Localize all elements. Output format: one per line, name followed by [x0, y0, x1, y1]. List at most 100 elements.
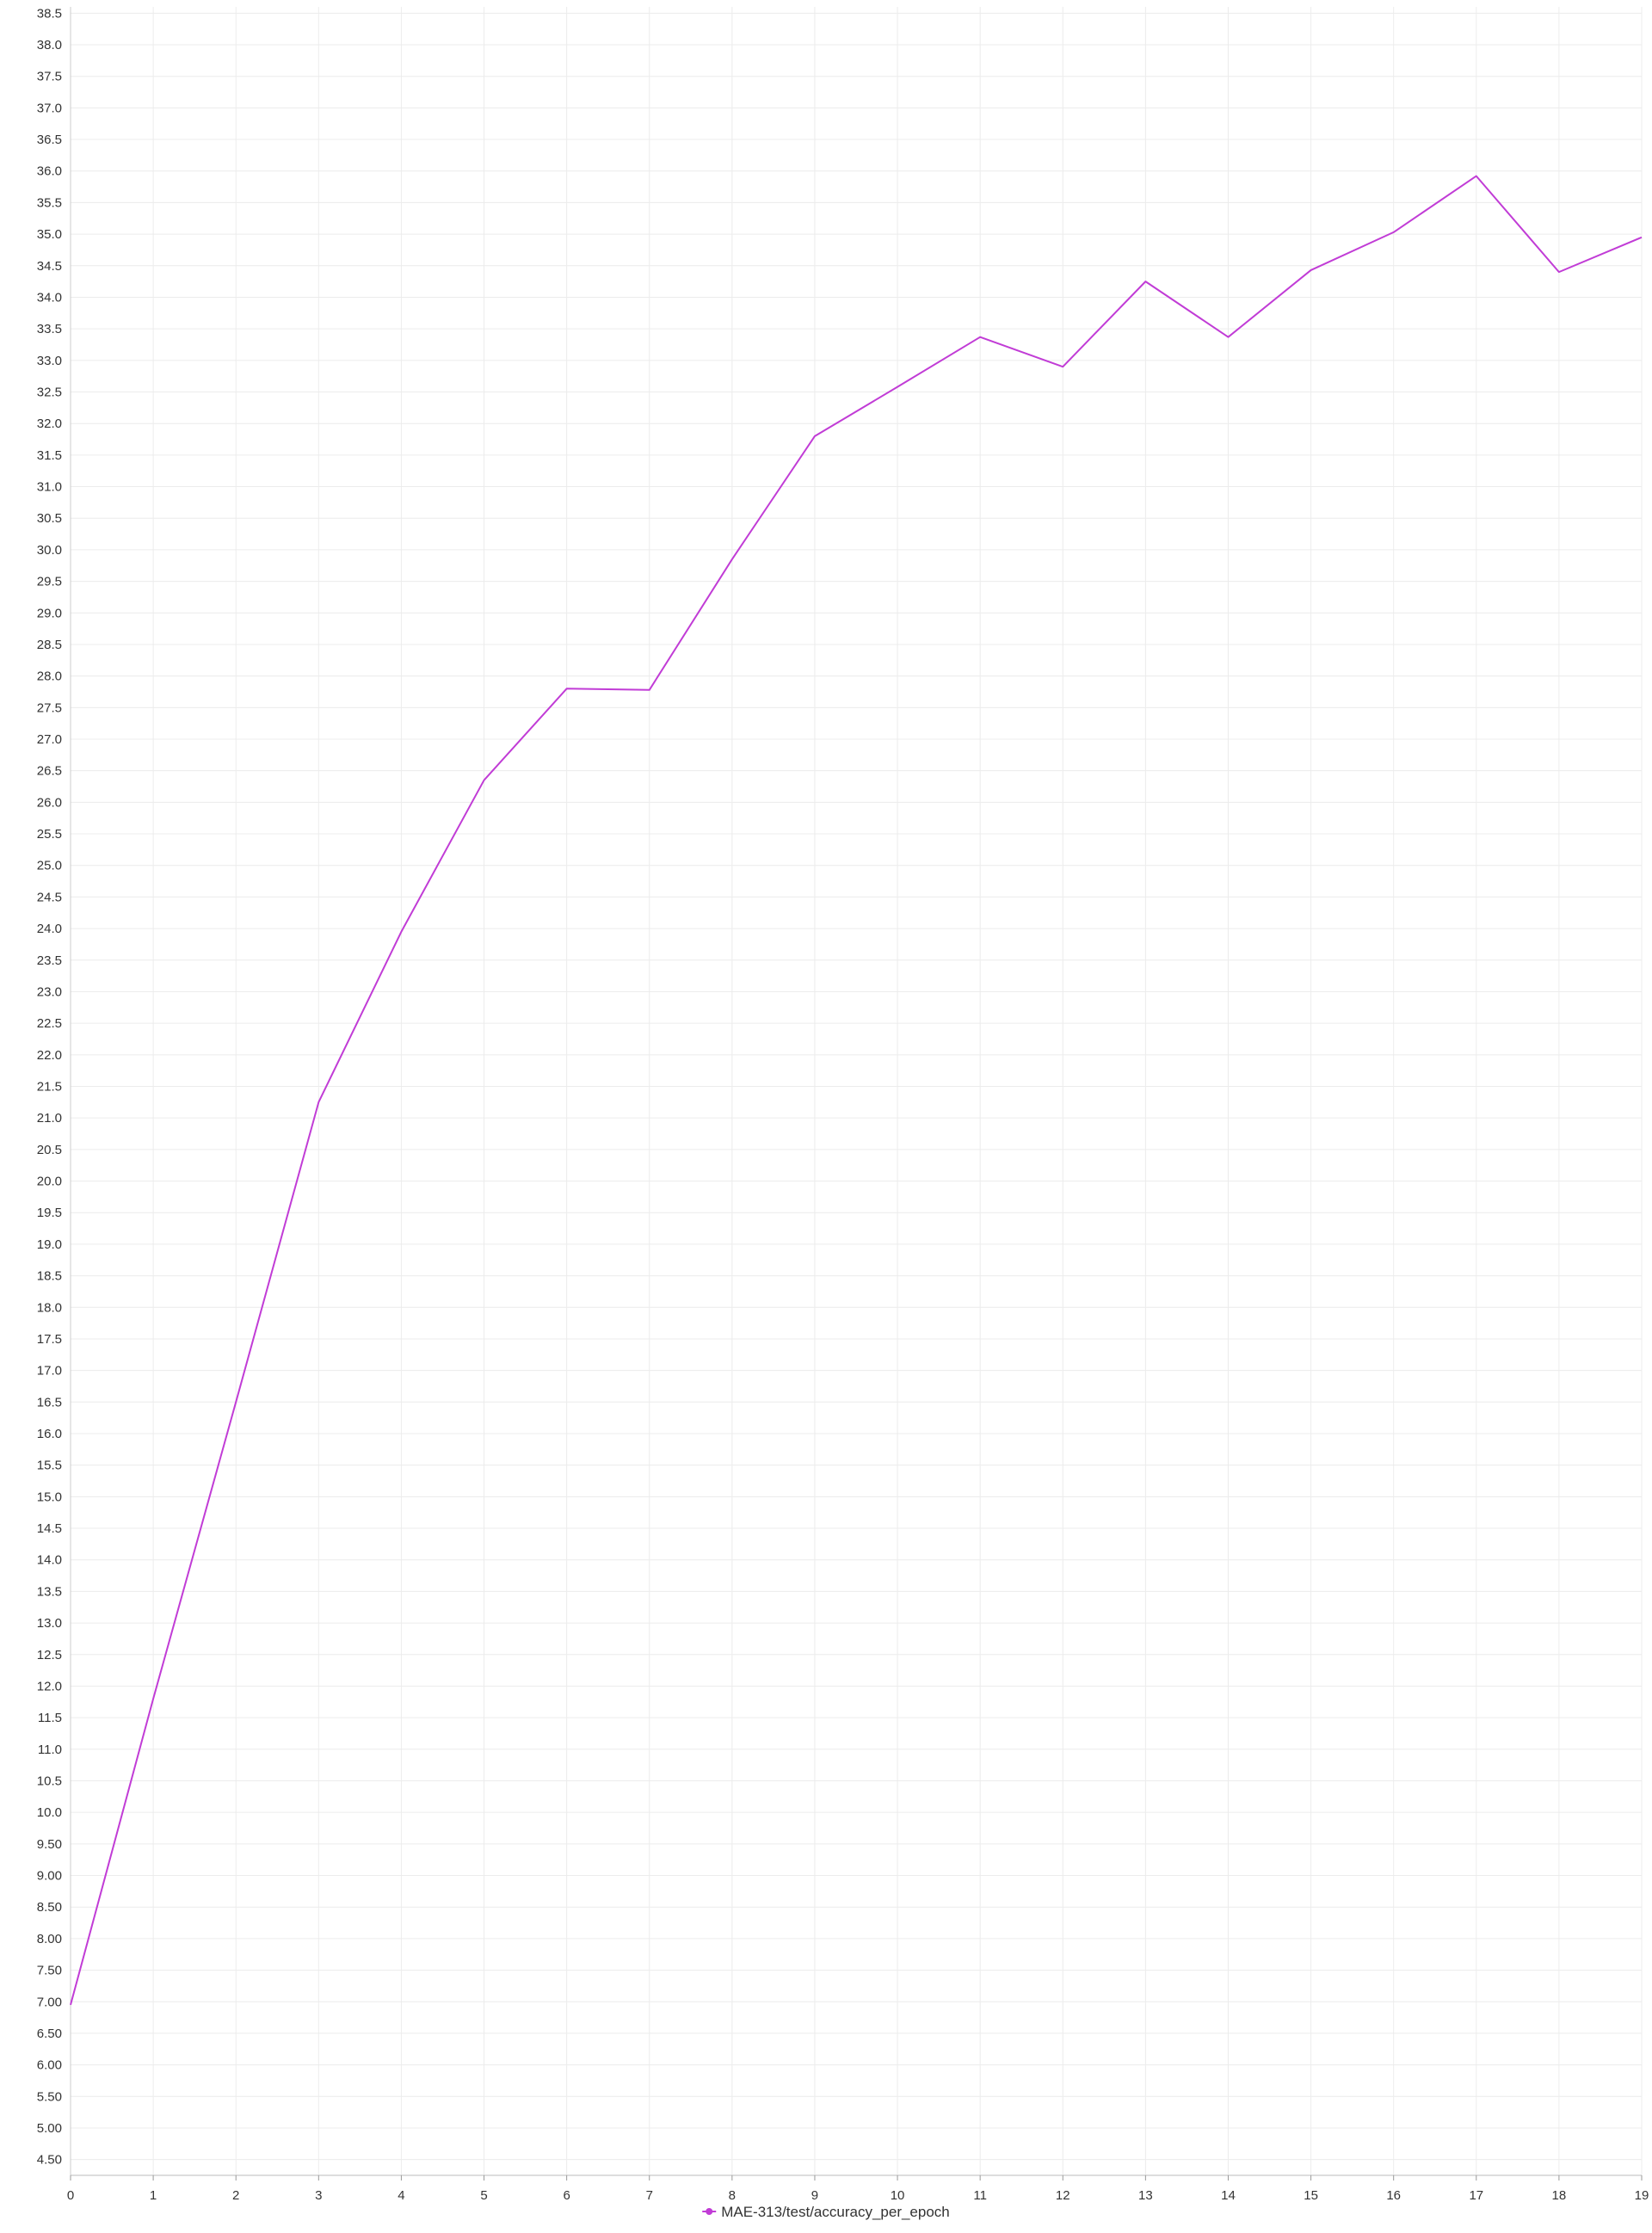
legend-marker-dot	[706, 2208, 713, 2215]
y-tick-label: 32.0	[37, 416, 62, 431]
x-tick-label: 17	[1469, 2188, 1483, 2203]
y-tick-label: 38.5	[37, 6, 62, 21]
series-line	[70, 175, 1643, 2006]
x-tick-label: 16	[1386, 2188, 1401, 2203]
y-tick-label: 30.5	[37, 511, 62, 526]
y-tick-label: 32.5	[37, 386, 62, 400]
y-tick-label: 9.00	[37, 1869, 62, 1884]
y-tick-label: 21.0	[37, 1111, 62, 1126]
x-tick-label: 19	[1635, 2188, 1649, 2203]
y-tick-label: 38.0	[37, 38, 62, 52]
y-tick-label: 27.5	[37, 700, 62, 715]
x-axis-ticks: 0 1 2 3 4 5 6 7 8 9 10 11 12 13 14 15 16 17 18 19	[67, 2175, 1649, 2203]
y-tick-label: 23.0	[37, 984, 62, 999]
y-tick-label: 22.5	[37, 1016, 62, 1031]
y-tick-label: 17.0	[37, 1364, 62, 1379]
y-tick-label: 30.0	[37, 543, 62, 558]
x-tick-label: 12	[1056, 2188, 1070, 2203]
y-tick-label: 26.0	[37, 795, 62, 810]
y-tick-label: 33.5	[37, 322, 62, 336]
y-tick-label: 35.5	[37, 195, 62, 210]
y-tick-label: 28.5	[37, 638, 62, 652]
y-tick-label: 37.5	[37, 70, 62, 84]
x-tick-label: 5	[480, 2188, 487, 2203]
x-tick-label: 0	[67, 2188, 74, 2203]
y-tick-label: 9.50	[37, 1837, 62, 1852]
x-tick-label: 18	[1552, 2188, 1567, 2203]
y-tick-label: 19.0	[37, 1237, 62, 1252]
y-tick-label: 29.0	[37, 606, 62, 620]
y-tick-label: 18.0	[37, 1300, 62, 1315]
x-tick-label: 7	[646, 2188, 653, 2203]
y-tick-label: 20.0	[37, 1175, 62, 1189]
y-tick-label: 8.00	[37, 1932, 62, 1946]
y-tick-label: 13.5	[37, 1584, 62, 1599]
x-tick-label: 15	[1304, 2188, 1318, 2203]
x-tick-label: 3	[315, 2188, 322, 2203]
x-tick-label: 13	[1138, 2188, 1153, 2203]
series-lines	[70, 175, 1643, 2006]
y-tick-label: 10.0	[37, 1805, 62, 1820]
y-tick-label: 35.0	[37, 227, 62, 242]
y-tick-label: 6.00	[37, 2058, 62, 2073]
axes	[70, 7, 1642, 2176]
y-tick-label: 10.5	[37, 1773, 62, 1788]
y-tick-label: 31.0	[37, 480, 62, 495]
y-tick-label: 26.5	[37, 764, 62, 779]
y-tick-label: 34.0	[37, 290, 62, 305]
y-tick-label: 36.5	[37, 133, 62, 147]
y-tick-label: 31.5	[37, 448, 62, 463]
y-tick-label: 11.0	[38, 1743, 62, 1757]
y-tick-label: 33.0	[37, 354, 62, 368]
x-tick-label: 6	[563, 2188, 570, 2203]
x-tick-label: 9	[811, 2188, 818, 2203]
x-tick-label: 2	[232, 2188, 239, 2203]
grid	[70, 7, 1643, 2175]
y-tick-label: 16.5	[37, 1395, 62, 1410]
y-tick-label: 15.0	[37, 1490, 62, 1504]
y-tick-label: 20.5	[37, 1143, 62, 1157]
y-tick-label: 36.0	[37, 164, 62, 179]
y-tick-label: 34.5	[37, 259, 62, 274]
y-tick-label: 12.5	[37, 1648, 62, 1662]
y-tick-label: 6.50	[37, 2026, 62, 2041]
x-tick-label: 1	[150, 2188, 157, 2203]
x-tick-label: 8	[729, 2188, 736, 2203]
y-tick-label: 7.50	[37, 1964, 62, 1978]
y-tick-label: 11.5	[38, 1711, 62, 1725]
x-tick-label: 14	[1221, 2188, 1236, 2203]
y-tick-label: 4.50	[37, 2153, 62, 2168]
y-tick-label: 18.5	[37, 1269, 62, 1284]
y-tick-label: 13.0	[37, 1616, 62, 1631]
legend[interactable]: MAE-313/test/accuracy_per_epoch	[702, 2204, 950, 2220]
y-tick-label: 37.0	[37, 101, 62, 115]
x-tick-label: 10	[891, 2188, 905, 2203]
y-tick-label: 28.0	[37, 669, 62, 684]
y-tick-label: 24.5	[37, 890, 62, 904]
y-axis-ticks: 4.50 5.00 5.50 6.00 6.50 7.00 7.50 8.00 8.50 9.00…	[37, 6, 62, 2167]
y-tick-label: 21.5	[37, 1079, 62, 1094]
x-tick-label: 4	[398, 2188, 404, 2203]
x-tick-label: 11	[973, 2188, 987, 2203]
y-tick-label: 27.0	[37, 732, 62, 747]
y-tick-label: 25.0	[37, 859, 62, 873]
y-tick-label: 14.0	[37, 1553, 62, 1568]
legend-label: MAE-313/test/accuracy_per_epoch	[721, 2204, 950, 2220]
y-tick-label: 14.5	[37, 1521, 62, 1536]
y-tick-label: 29.5	[37, 575, 62, 589]
y-tick-label: 8.50	[37, 1900, 62, 1915]
y-tick-label: 12.0	[37, 1679, 62, 1693]
y-tick-label: 7.00	[37, 1995, 62, 2009]
y-tick-label: 17.5	[37, 1332, 62, 1347]
y-tick-label: 22.0	[37, 1048, 62, 1063]
y-tick-label: 25.5	[37, 827, 62, 842]
y-tick-label: 5.00	[37, 2121, 62, 2136]
y-tick-label: 19.5	[37, 1206, 62, 1220]
y-tick-label: 15.5	[37, 1459, 62, 1473]
y-tick-label: 24.0	[37, 922, 62, 936]
y-tick-label: 5.50	[37, 2089, 62, 2104]
y-tick-label: 23.5	[37, 953, 62, 968]
y-tick-label: 16.0	[37, 1427, 62, 1441]
